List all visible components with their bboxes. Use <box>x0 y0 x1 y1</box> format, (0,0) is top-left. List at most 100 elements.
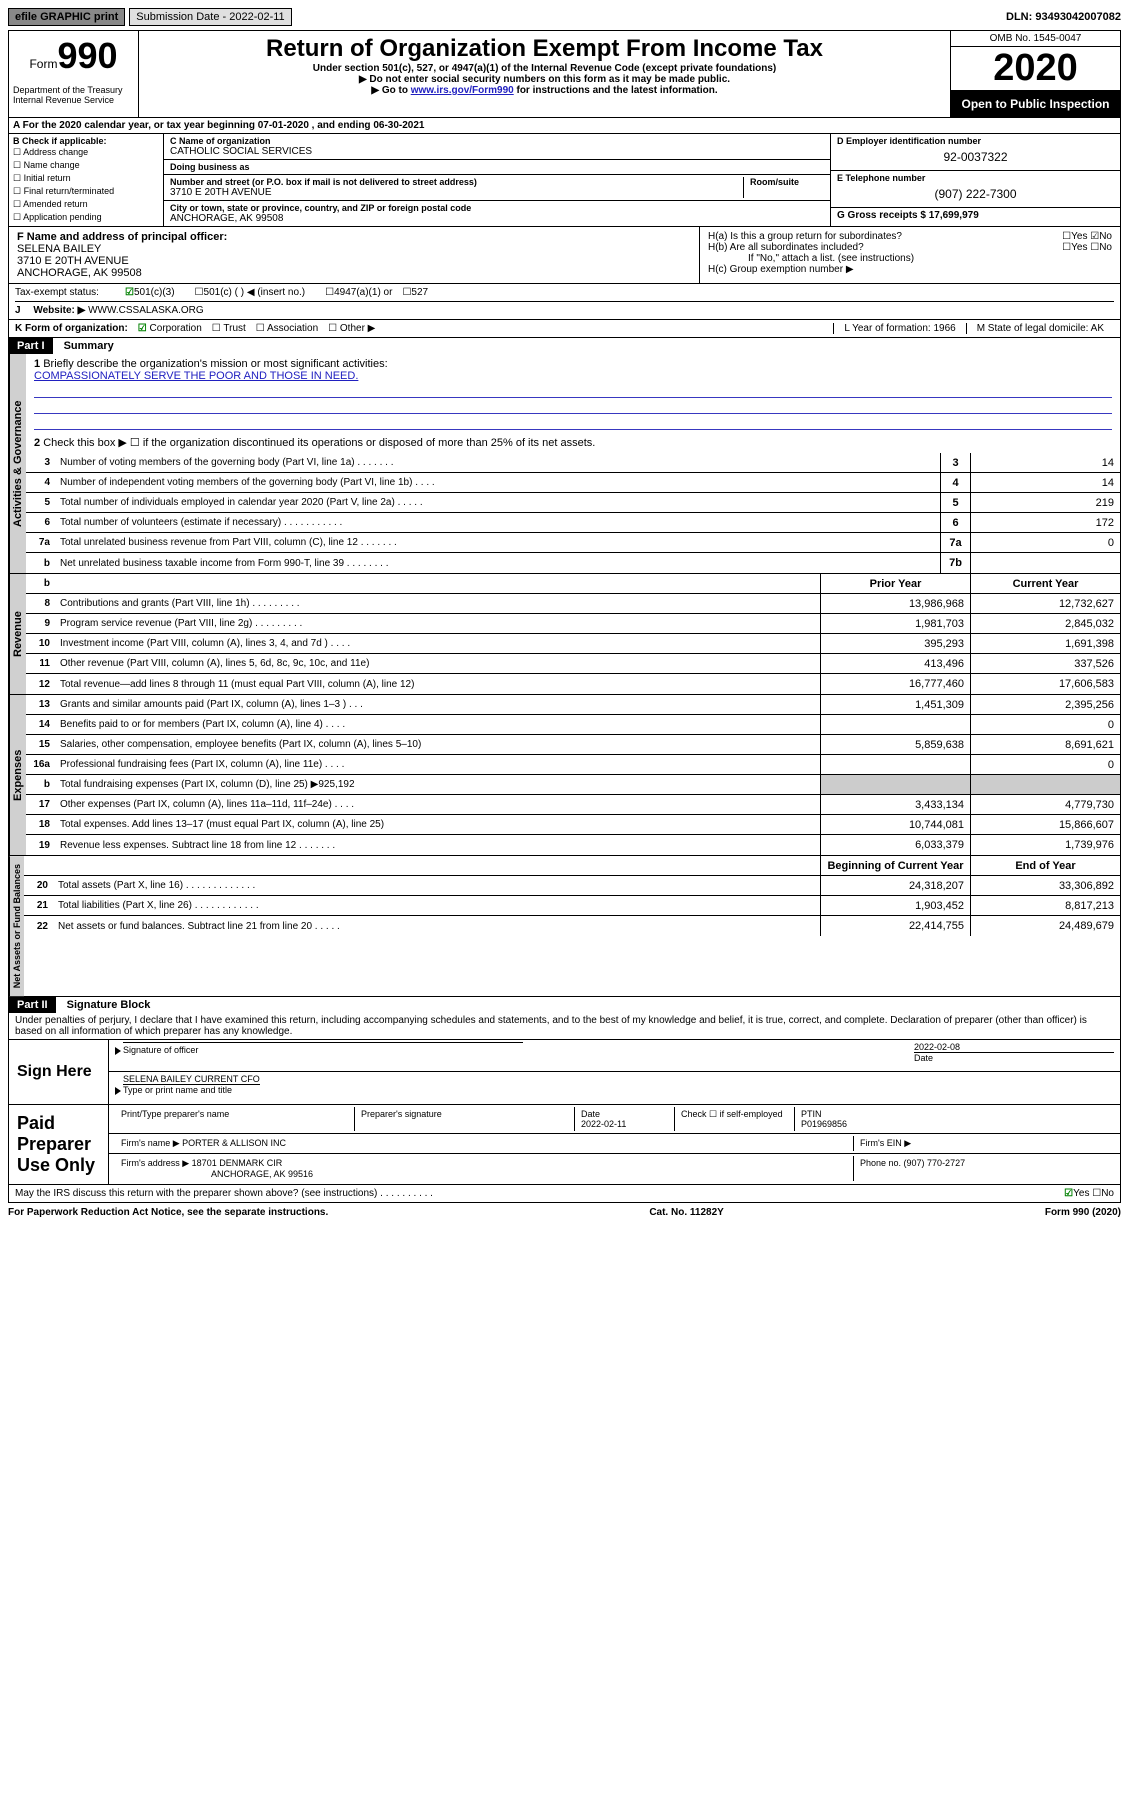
form-subtitle: Under section 501(c), 527, or 4947(a)(1)… <box>147 63 942 74</box>
h-a-yesno[interactable]: ☐Yes ☑No <box>1062 231 1112 242</box>
prep-date-label: Date <box>581 1109 600 1119</box>
table-row: 18Total expenses. Add lines 13–17 (must … <box>26 815 1120 835</box>
box-b: B Check if applicable: Address change Na… <box>9 134 164 226</box>
prep-print-label: Print/Type preparer's name <box>115 1107 355 1131</box>
check-initial-return[interactable]: Initial return <box>13 172 159 185</box>
officer-name: SELENA BAILEY <box>17 243 691 255</box>
h-c-label: H(c) Group exemption number ▶ <box>708 264 1112 275</box>
table-row: 22Net assets or fund balances. Subtract … <box>24 916 1120 936</box>
check-trust[interactable]: ☐ <box>212 323 221 334</box>
check-amended[interactable]: Amended return <box>13 198 159 211</box>
h-b-note: If "No," attach a list. (see instruction… <box>708 253 1112 264</box>
city-label: City or town, state or province, country… <box>170 203 824 213</box>
h-b-yesno[interactable]: ☐Yes ☐No <box>1062 242 1112 253</box>
box-c: C Name of organization CATHOLIC SOCIAL S… <box>164 134 830 226</box>
website-label: Website: ▶ <box>33 305 85 316</box>
check-final-return[interactable]: Final return/terminated <box>13 185 159 198</box>
room-label: Room/suite <box>750 177 824 187</box>
officer-city: ANCHORAGE, AK 99508 <box>17 267 691 279</box>
form-title-box: Return of Organization Exempt From Incom… <box>139 31 950 117</box>
prep-check-self[interactable]: Check ☐ if self-employed <box>675 1107 795 1131</box>
arrow-icon <box>115 1087 121 1095</box>
signer-name-label: Type or print name and title <box>123 1084 260 1095</box>
check-address-change[interactable]: Address change <box>13 146 159 159</box>
omb-number: OMB No. 1545-0047 <box>951 31 1120 47</box>
sign-here-label: Sign Here <box>9 1040 109 1104</box>
part1-header: Part I <box>9 338 53 354</box>
check-corp[interactable]: ☑ <box>138 323 147 334</box>
check-other[interactable]: ☐ <box>328 323 337 334</box>
tab-governance: Activities & Governance <box>9 354 26 573</box>
submission-date: Submission Date - 2022-02-11 <box>129 8 291 26</box>
firm-name: PORTER & ALLISON INC <box>182 1138 286 1148</box>
website-j: J <box>15 305 21 316</box>
signer-name: SELENA BAILEY CURRENT CFO <box>123 1074 260 1084</box>
top-bar: efile GRAPHIC print Submission Date - 20… <box>8 8 1121 26</box>
part2-header: Part II <box>9 997 56 1013</box>
mission-box: 1 Briefly describe the organization's mi… <box>26 354 1120 453</box>
paid-preparer-section: Paid Preparer Use Only Print/Type prepar… <box>8 1105 1121 1185</box>
dln-label: DLN: 93493042007082 <box>1006 11 1121 23</box>
box-f-label: F Name and address of principal officer: <box>17 231 691 243</box>
check-501c[interactable]: ☐ <box>195 287 204 298</box>
check-4947[interactable]: ☐ <box>325 287 334 298</box>
table-row: 17Other expenses (Part IX, column (A), l… <box>26 795 1120 815</box>
form-number: 990 <box>57 35 117 76</box>
footer-left: For Paperwork Reduction Act Notice, see … <box>8 1207 328 1218</box>
check-assoc[interactable]: ☐ <box>256 323 265 334</box>
table-row: 15Salaries, other compensation, employee… <box>26 735 1120 755</box>
check-501c3[interactable]: ☑ <box>125 287 134 298</box>
irs-link[interactable]: www.irs.gov/Form990 <box>411 85 514 96</box>
table-row: 13Grants and similar amounts paid (Part … <box>26 695 1120 715</box>
table-row: 3Number of voting members of the governi… <box>26 453 1120 473</box>
firm-phone: Phone no. (907) 770-2727 <box>854 1156 1114 1181</box>
table-row: 21Total liabilities (Part X, line 26) . … <box>24 896 1120 916</box>
table-row: 4Number of independent voting members of… <box>26 473 1120 493</box>
header-begin-year: Beginning of Current Year <box>820 856 970 875</box>
open-public-badge: Open to Public Inspection <box>951 91 1120 117</box>
note-ssn: ▶ Do not enter social security numbers o… <box>147 74 942 85</box>
box-d: D Employer identification number 92-0037… <box>830 134 1120 226</box>
part2-title: Signature Block <box>67 999 151 1011</box>
sig-date: 2022-02-08 <box>914 1042 1114 1052</box>
tax-exempt-label: Tax-exempt status: <box>15 287 125 298</box>
ein-value: 92-0037322 <box>837 146 1114 168</box>
dept-treasury: Department of the Treasury Internal Reve… <box>13 85 134 105</box>
check-application[interactable]: Application pending <box>13 211 159 224</box>
tax-year: 2020 <box>951 47 1120 91</box>
street-value: 3710 E 20TH AVENUE <box>170 187 737 198</box>
tax-exempt-row: Tax-exempt status: ☑ 501(c)(3) ☐ 501(c) … <box>8 284 1121 320</box>
header-end-year: End of Year <box>970 856 1120 875</box>
footer-right: Form 990 (2020) <box>1045 1207 1121 1218</box>
governance-section: Activities & Governance 1 Briefly descri… <box>8 354 1121 574</box>
footer-mid: Cat. No. 11282Y <box>649 1207 723 1218</box>
table-row: 10Investment income (Part VIII, column (… <box>26 634 1120 654</box>
table-row: 16aProfessional fundraising fees (Part I… <box>26 755 1120 775</box>
box-f: F Name and address of principal officer:… <box>9 227 700 283</box>
ptin-label: PTIN <box>801 1109 822 1119</box>
date-label: Date <box>914 1052 1114 1063</box>
line-a-period: A For the 2020 calendar year, or tax yea… <box>8 118 1121 134</box>
check-527[interactable]: ☐ <box>402 287 411 298</box>
firm-addr-label: Firm's address ▶ <box>121 1158 189 1168</box>
box-b-label: B Check if applicable: <box>13 136 159 146</box>
table-row: 19Revenue less expenses. Subtract line 1… <box>26 835 1120 855</box>
website-value: WWW.CSSALASKA.ORG <box>88 305 204 316</box>
h-a-label: H(a) Is this a group return for subordin… <box>708 231 902 242</box>
prep-date: 2022-02-11 <box>581 1119 626 1129</box>
firm-name-label: Firm's name ▶ <box>121 1138 180 1148</box>
table-row: 14Benefits paid to or for members (Part … <box>26 715 1120 735</box>
irs-discuss-yesno[interactable]: ☑Yes ☐No <box>1064 1188 1114 1199</box>
form-prefix: Form <box>29 57 57 71</box>
sig-officer-label: Signature of officer <box>123 1042 523 1055</box>
note-link: ▶ Go to www.irs.gov/Form990 for instruct… <box>147 85 942 96</box>
declaration-text: Under penalties of perjury, I declare th… <box>8 1013 1121 1040</box>
table-row: 8Contributions and grants (Part VIII, li… <box>26 594 1120 614</box>
table-row: 20Total assets (Part X, line 16) . . . .… <box>24 876 1120 896</box>
org-name-label: C Name of organization <box>170 136 824 146</box>
efile-label: efile GRAPHIC print <box>8 8 125 26</box>
tab-netassets: Net Assets or Fund Balances <box>9 856 24 996</box>
check-name-change[interactable]: Name change <box>13 159 159 172</box>
netassets-section: Net Assets or Fund Balances Beginning of… <box>8 856 1121 997</box>
mission-line <box>34 416 1112 430</box>
